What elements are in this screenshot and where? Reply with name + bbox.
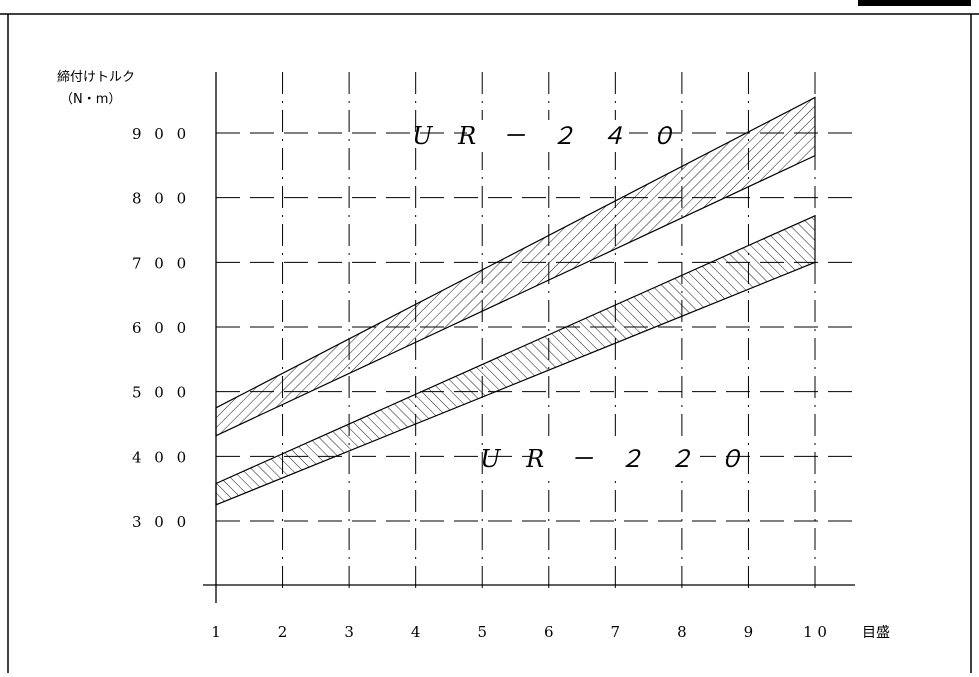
x-tick-label-9: 9 (744, 623, 754, 641)
x-tick-label-8: 8 (677, 623, 687, 641)
y-tick-label-300: 3 0 0 (132, 513, 190, 531)
x-tick-label-10: 1 0 (803, 623, 827, 641)
band-label-0: U R － ２ ４ ０ (412, 122, 683, 150)
header-tab-fragment (858, 0, 971, 6)
x-tick-label-6: 6 (544, 623, 554, 641)
x-tick-label-1: 1 (211, 623, 221, 641)
x-tick-label-4: 4 (411, 623, 421, 641)
x-tick-label-5: 5 (477, 623, 487, 641)
y-axis-label-line1: 締付けトルク (57, 69, 135, 85)
x-tick-label-2: 2 (278, 623, 288, 641)
x-axis-label: 目盛 (862, 625, 890, 641)
y-axis-label-line2: （N・m） (60, 92, 121, 107)
x-tick-label-3: 3 (344, 623, 354, 641)
band-label-1: U R － ２ ２ ０ (480, 445, 751, 473)
y-tick-label-500: 5 0 0 (132, 384, 190, 402)
y-tick-label-900: 9 0 0 (132, 125, 190, 143)
y-tick-label-400: 4 0 0 (132, 448, 190, 466)
bands (216, 97, 815, 504)
x-tick-label-7: 7 (611, 623, 621, 641)
y-tick-label-700: 7 0 0 (132, 254, 190, 272)
y-tick-label-600: 6 0 0 (132, 319, 190, 337)
y-tick-label-800: 8 0 0 (132, 190, 190, 208)
